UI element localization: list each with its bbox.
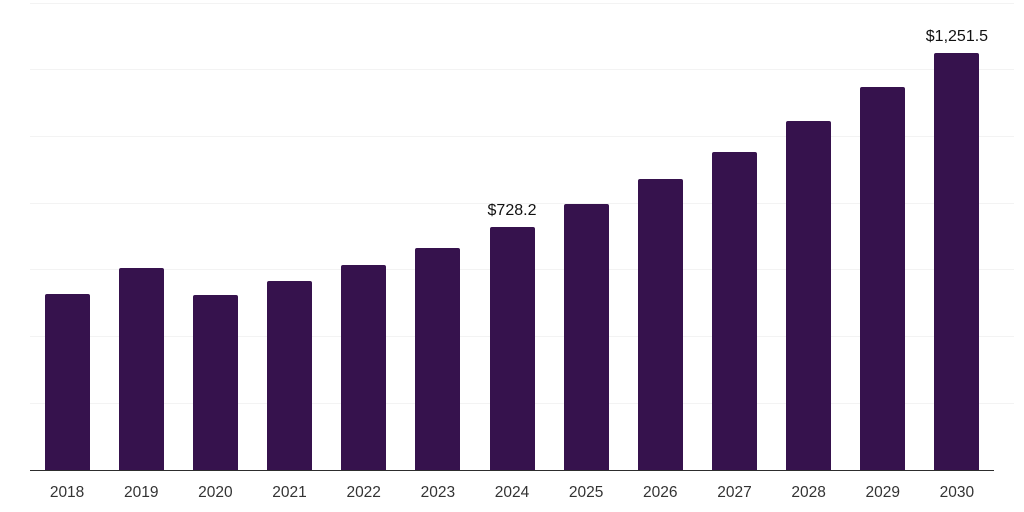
x-tick-2026: 2026 (643, 484, 678, 501)
bar-2020 (192, 295, 238, 470)
bar-2018 (44, 293, 90, 470)
bar-2030 (934, 52, 980, 470)
x-tick-2018: 2018 (49, 484, 85, 501)
x-tick-2022: 2022 (346, 484, 381, 501)
bar-2019 (118, 268, 164, 470)
value-label-2024: $728.2 (487, 202, 537, 220)
x-tick-2024: 2024 (494, 484, 530, 501)
x-axis-line (30, 470, 994, 471)
bar-2025 (563, 203, 609, 470)
x-tick-2020: 2020 (198, 484, 233, 501)
x-tick-2028: 2028 (791, 484, 826, 501)
bar-2024 (489, 227, 535, 470)
gridline-1200 (30, 69, 1014, 71)
gridline-1000 (30, 135, 1014, 137)
x-tick-2030: 2030 (939, 484, 975, 501)
bar-2022 (341, 264, 387, 470)
x-tick-2029: 2029 (865, 484, 901, 501)
bar-2026 (637, 178, 683, 470)
gridline-800 (30, 202, 1014, 204)
value-label-2030: $1,251.5 (925, 27, 989, 45)
x-tick-2019: 2019 (123, 484, 159, 501)
gridline-1400 (30, 2, 1014, 4)
x-tick-2027: 2027 (717, 484, 752, 501)
x-tick-2021: 2021 (272, 484, 307, 501)
x-tick-2025: 2025 (568, 484, 604, 501)
bar-2027 (711, 151, 757, 470)
bar-2028 (786, 121, 832, 470)
x-tick-2023: 2023 (420, 484, 456, 501)
bar-2029 (860, 87, 906, 470)
bar-2021 (267, 280, 313, 470)
bar-2023 (415, 247, 461, 470)
